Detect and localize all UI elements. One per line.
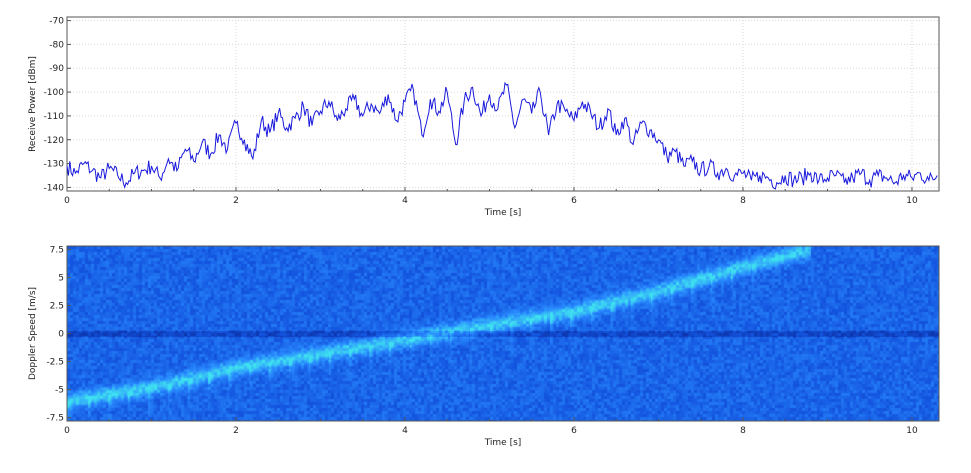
x-tick-label: 8 [740,426,746,436]
plot-frame [66,245,940,422]
x-tick-label: 10 [906,426,918,436]
plot-frame [66,16,940,192]
x-tick-label: 4 [402,426,408,436]
y-axis-label: Doppler Speed [m/s] [28,287,38,380]
y-tick-label: -120 [44,136,65,146]
y-tick-label: -7.5 [46,414,64,424]
y-tick-label: -5 [55,386,64,396]
y-tick-label: 7.5 [50,245,64,255]
y-tick-label: -90 [49,64,64,74]
x-tick-label: 2 [233,196,239,206]
x-tick-label: 2 [233,426,239,436]
y-tick-label: -100 [44,88,65,98]
x-tick-label: 10 [906,196,918,206]
y-tick-label: 2.5 [50,301,64,311]
y-tick-label: -70 [49,17,64,27]
x-tick-label: 0 [64,196,70,206]
x-tick-label: 8 [740,196,746,206]
x-axis-label: Time [s] [484,208,522,218]
x-tick-label: 6 [571,196,577,206]
x-tick-label: 0 [64,426,70,436]
power-series-line [66,81,938,190]
x-tick-label: 4 [402,196,408,206]
y-tick-label: -110 [44,112,65,122]
x-tick-label: 6 [571,426,577,436]
y-tick-label: -130 [44,160,65,170]
y-axis-label: Receive Power [dBm] [28,56,38,152]
doppler-spectrogram [67,246,939,421]
y-tick-label: -80 [49,40,64,50]
doppler-chart-axes: 0 2 4 6 8 10 7.5 5 2.5 0 -2.5 -5 -7.5 Time [s] Doppler… [28,245,940,448]
receive-power-chart: 0 2 4 6 8 10 -70 -80 -90 -100 -110 -120 -130 -140 Time… [28,16,940,218]
y-tick-label: 0 [58,330,64,340]
y-tick-label: -140 [44,183,65,193]
y-tick-label: 5 [58,273,64,283]
x-axis-label: Time [s] [484,438,522,448]
y-tick-label: -2.5 [46,358,64,368]
